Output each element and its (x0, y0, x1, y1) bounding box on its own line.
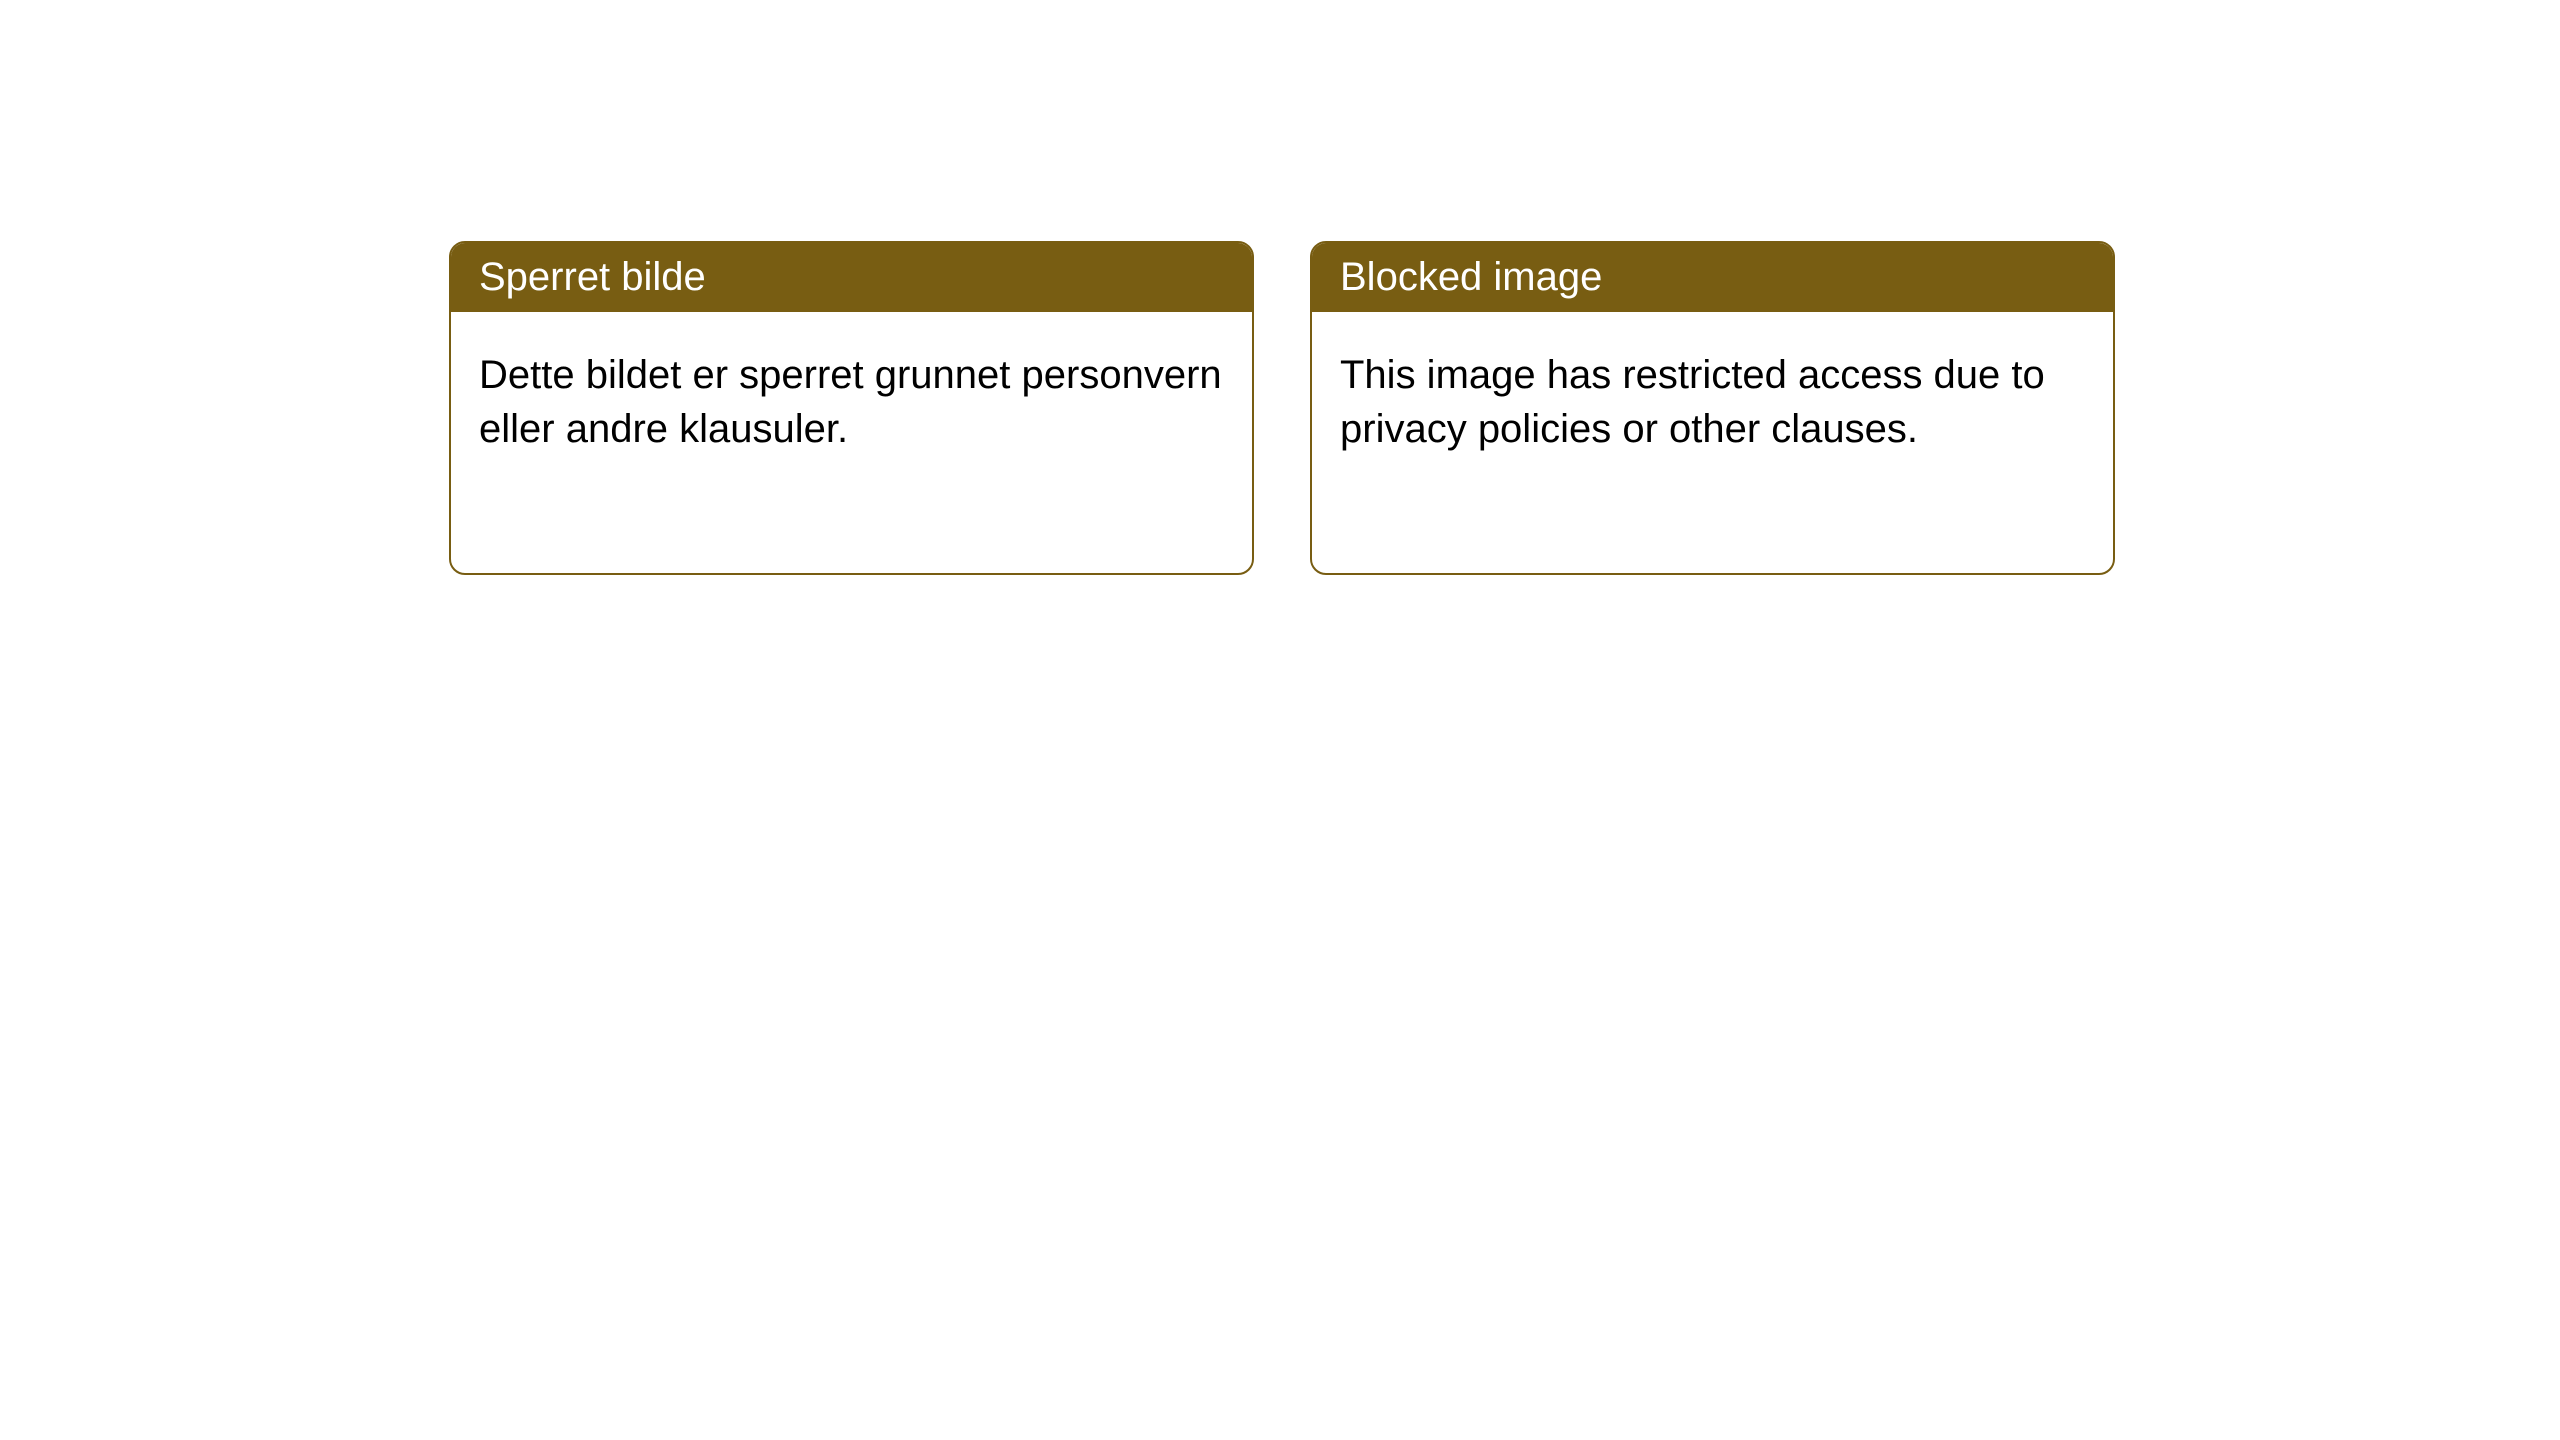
notice-title-text: Blocked image (1340, 255, 1602, 299)
notice-body-text: This image has restricted access due to … (1340, 353, 2045, 451)
notice-title: Sperret bilde (451, 243, 1252, 312)
notice-card-norwegian: Sperret bilde Dette bildet er sperret gr… (449, 241, 1254, 575)
notice-title-text: Sperret bilde (479, 255, 706, 299)
notice-card-english: Blocked image This image has restricted … (1310, 241, 2115, 575)
notice-body: This image has restricted access due to … (1312, 312, 2113, 573)
notice-title: Blocked image (1312, 243, 2113, 312)
notice-body: Dette bildet er sperret grunnet personve… (451, 312, 1252, 573)
blocked-image-notices: Sperret bilde Dette bildet er sperret gr… (449, 241, 2115, 575)
notice-body-text: Dette bildet er sperret grunnet personve… (479, 353, 1222, 451)
